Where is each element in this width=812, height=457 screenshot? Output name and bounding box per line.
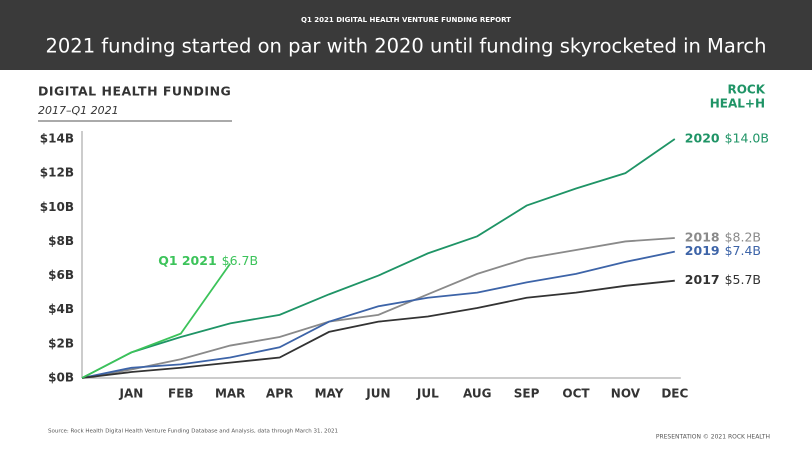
x-tick-label: OCT — [562, 387, 590, 401]
y-tick-label: $8B — [48, 234, 74, 248]
series-name: 2020 — [685, 131, 720, 146]
x-tick-label: SEP — [514, 387, 540, 401]
series-line — [81, 250, 675, 379]
value-label: $6.7B — [222, 253, 258, 268]
x-tick-label: JAN — [119, 387, 144, 401]
source-note: Source: Rock Health Digital Health Ventu… — [48, 429, 338, 435]
x-tick-label: NOV — [611, 387, 641, 401]
header-band — [0, 0, 812, 70]
x-tick-label: APR — [266, 387, 293, 401]
x-tick-label: JUL — [416, 387, 439, 401]
value-label: $8.2B — [725, 230, 761, 245]
y-tick-label: $6B — [48, 268, 74, 282]
logo-line2: HEAL+H — [710, 97, 765, 111]
value-label: $7.4B — [725, 243, 761, 258]
plot-area: $0B $2B $4B $6B $8B $10B $12B $14B JAN FEB MAR APR M… — [40, 131, 769, 401]
header-title: 2021 funding started on par with 2020 un… — [45, 35, 766, 58]
x-tick-label: FEB — [168, 387, 194, 401]
value-label: $5.7B — [725, 272, 761, 287]
series-name: 2017 — [685, 272, 720, 287]
y-tick-label: $14B — [40, 132, 74, 146]
series-line — [81, 138, 676, 379]
x-tick-label: AUG — [463, 387, 492, 401]
y-tick-label: $12B — [40, 166, 74, 180]
x-tick-label: MAR — [215, 387, 245, 401]
series-line — [81, 263, 231, 379]
y-tick-label: $4B — [48, 302, 74, 316]
x-tick-label: MAY — [315, 387, 344, 401]
series-name: 2019 — [685, 243, 720, 258]
x-tick-label: DEC — [661, 387, 688, 401]
chart-subtitle: 2017–Q1 2021 — [38, 104, 119, 117]
series-line — [81, 237, 675, 379]
value-label: $14.0B — [725, 131, 769, 146]
y-tick-label: $2B — [48, 336, 74, 350]
y-tick-label: $10B — [40, 200, 74, 214]
series-name: 2018 — [685, 230, 720, 245]
series-line — [81, 279, 675, 379]
header-kicker: Q1 2021 DIGITAL HEALTH VENTURE FUNDING R… — [301, 16, 511, 24]
credit: PRESENTATION © 2021 ROCK HEALTH — [656, 434, 770, 441]
series-name: Q1 2021 — [158, 253, 216, 268]
y-tick-label: $0B — [48, 371, 74, 385]
x-tick-label: JUN — [365, 387, 390, 401]
chart-title: DIGITAL HEALTH FUNDING — [38, 84, 231, 99]
logo-line1: ROCK — [727, 83, 765, 97]
